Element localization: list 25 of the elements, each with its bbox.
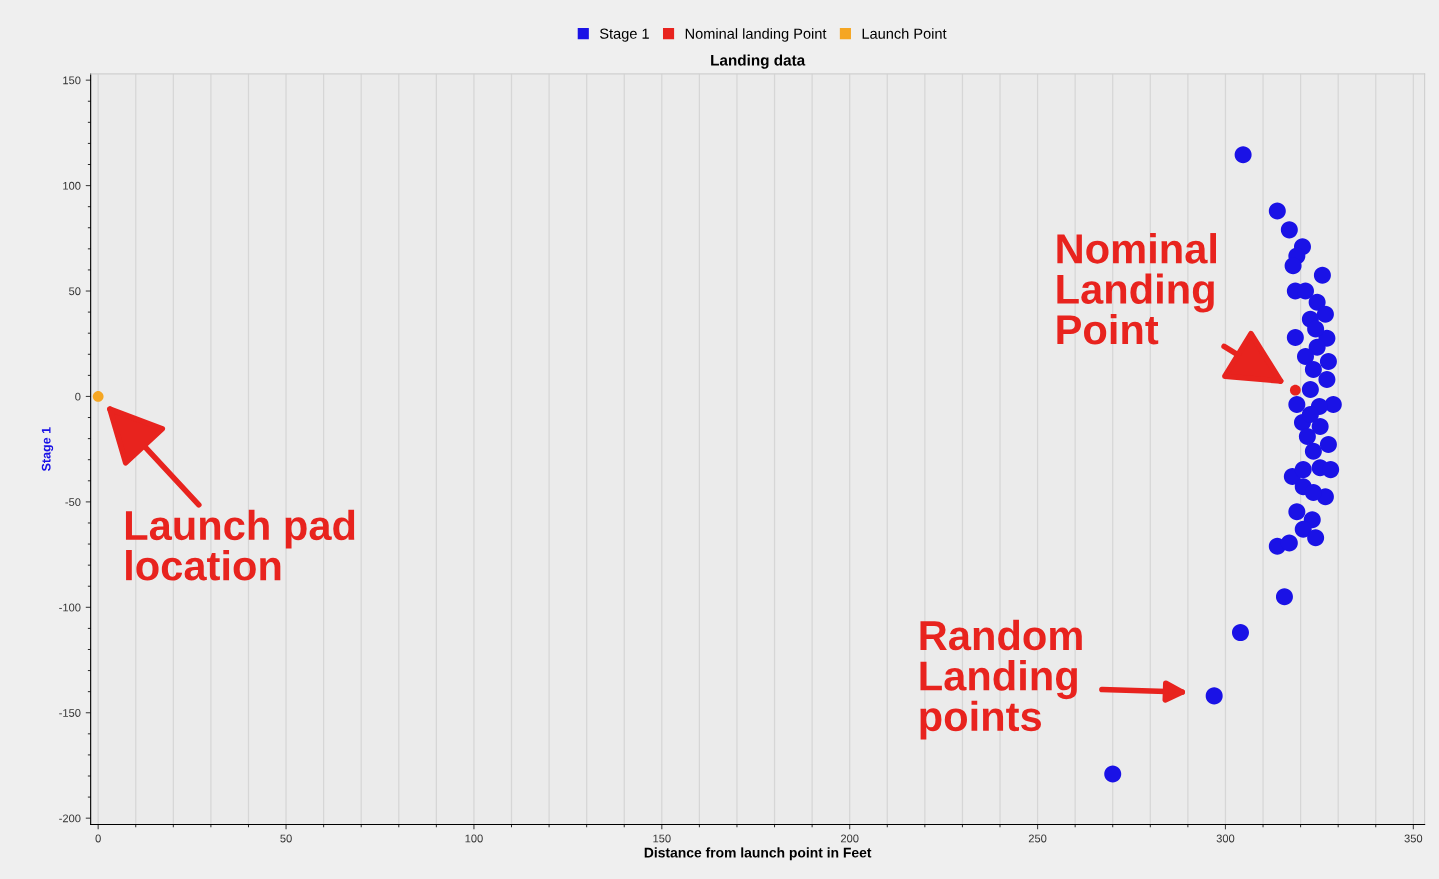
- y-tick-label: 50: [69, 287, 81, 296]
- y-tick-label: -150: [59, 709, 81, 717]
- y-tick-label: -100: [59, 603, 81, 612]
- x-tick-label: 150: [653, 834, 671, 843]
- y-tick-label: 100: [63, 181, 81, 190]
- y-tick-label: -200: [59, 814, 81, 823]
- annotation: Nominal Landing Point: [1057, 233, 1217, 345]
- legend-label: Launch Point: [862, 28, 947, 39]
- x-tick-label: 300: [1216, 834, 1235, 843]
- y-tick-label: 150: [63, 76, 81, 85]
- legend-label: Stage 1: [599, 28, 649, 42]
- y-tick-label: 0: [75, 392, 81, 401]
- chart-title: Landing data: [711, 54, 806, 69]
- x-tick-label: 200: [840, 834, 859, 843]
- x-axis-title: Distance from launch point in Feet: [644, 847, 872, 861]
- y-axis-title: Stage 1: [41, 427, 54, 472]
- x-tick-label: 250: [1028, 834, 1047, 843]
- x-tick-label: 100: [465, 834, 483, 843]
- annotation: Launch pad location: [125, 509, 355, 581]
- annotation: Random Landing points: [920, 619, 1082, 740]
- x-tick-label: 350: [1404, 834, 1423, 843]
- legend-label: Nominal landing Point: [685, 28, 827, 42]
- x-tick-label: 50: [280, 834, 292, 843]
- x-tick-label: 0: [95, 834, 101, 843]
- y-tick-label: -50: [65, 498, 81, 507]
